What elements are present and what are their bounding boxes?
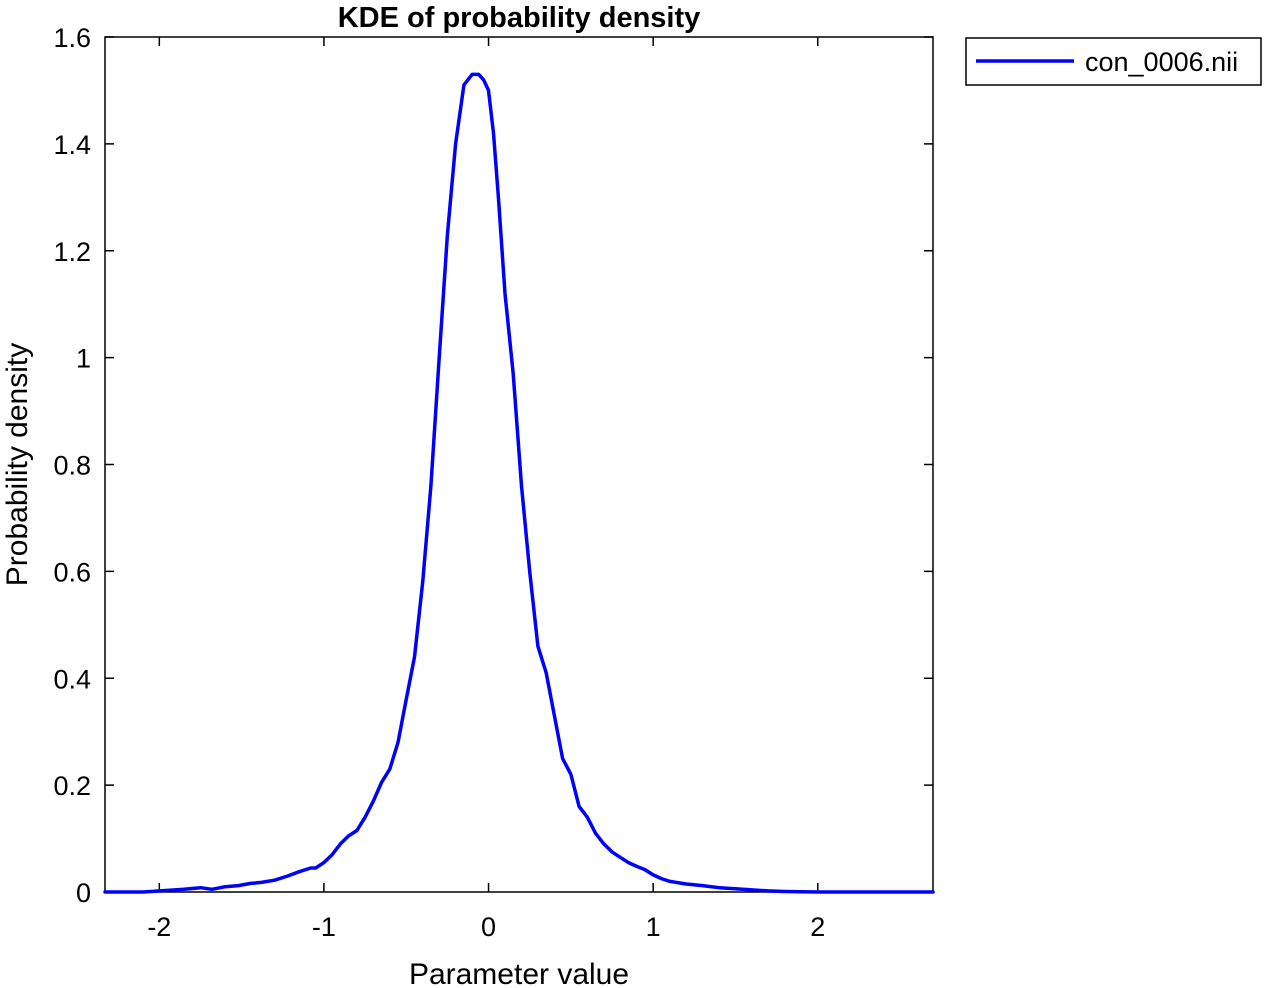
x-tick-label: -2 [147, 912, 171, 942]
x-tick-label: 1 [646, 912, 661, 942]
legend-label: con_0006.nii [1085, 47, 1238, 77]
y-tick-label: 1.6 [53, 23, 91, 53]
x-axis: -2 -1 0 1 2 [147, 37, 825, 942]
y-tick-label: 0.8 [53, 451, 91, 481]
y-tick-label: 0.6 [53, 557, 91, 587]
y-axis-label: Probability density [1, 343, 34, 586]
y-axis: 0 0.2 0.4 0.6 0.8 1 1.2 1.4 1.6 [53, 23, 933, 908]
y-tick-label: 0.4 [53, 664, 91, 694]
y-tick-label: 0.2 [53, 771, 91, 801]
x-tick-label: 2 [810, 912, 825, 942]
chart-title: KDE of probability density [338, 2, 701, 34]
y-tick-label: 1.2 [53, 237, 91, 267]
y-tick-label: 1.4 [53, 130, 91, 160]
legend[interactable]: con_0006.nii [965, 37, 1262, 86]
series-line-con-0006 [103, 72, 935, 894]
x-axis-label: Parameter value [409, 958, 629, 988]
y-tick-label: 0 [76, 878, 91, 908]
x-tick-label: -1 [312, 912, 336, 942]
y-tick-label: 1 [76, 344, 91, 374]
x-tick-label: 0 [481, 912, 496, 942]
